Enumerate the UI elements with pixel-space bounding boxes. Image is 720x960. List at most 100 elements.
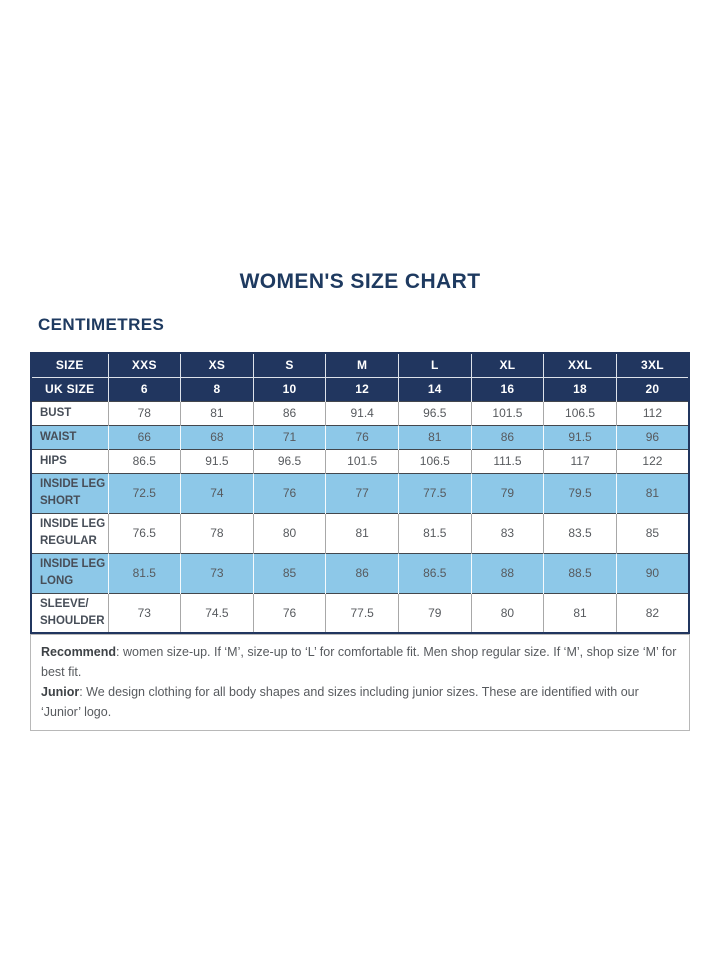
cell-value: 20 <box>615 376 689 401</box>
cell-value: 74.5 <box>180 592 254 633</box>
cell-value: 76 <box>252 592 326 633</box>
cell-value: 101.5 <box>325 448 399 473</box>
cell-value: 72.5 <box>107 472 181 513</box>
cell-value: 79 <box>398 592 472 633</box>
cell-value: 86 <box>470 424 544 449</box>
cell-value: 101.5 <box>470 400 544 425</box>
cell-value: 86.5 <box>398 552 472 593</box>
table-row: HIPS 86.5 91.5 96.5 101.5 106.5 111.5 117 122 <box>30 448 689 473</box>
footnote: Recommend: women size-up. If ‘M’, size-u… <box>30 634 690 731</box>
cell-value: 96.5 <box>252 448 326 473</box>
cell-value: 71 <box>252 424 326 449</box>
cell-value: 83.5 <box>543 512 617 553</box>
footnote-text: : We design clothing for all body shapes… <box>41 685 639 719</box>
cell-value: 80 <box>252 512 326 553</box>
cell-value: XXS <box>107 352 181 377</box>
cell-value: 66 <box>107 424 181 449</box>
cell-value: 91.5 <box>543 424 617 449</box>
table-row: BUST 78 81 86 91.4 96.5 101.5 106.5 112 <box>30 400 689 425</box>
cell-value: 76.5 <box>107 512 181 553</box>
cell-value: 80 <box>470 592 544 633</box>
cell-value: 81.5 <box>398 512 472 553</box>
cell-value: 90 <box>615 552 689 593</box>
cell-value: 81 <box>325 512 399 553</box>
cell-value: 81 <box>180 400 254 425</box>
header-label: UK SIZE <box>30 376 108 401</box>
cell-value: 81 <box>543 592 617 633</box>
cell-value: 76 <box>252 472 326 513</box>
row-label: HIPS <box>30 448 108 473</box>
footnote-term: Junior <box>41 685 80 699</box>
cell-value: 96 <box>615 424 689 449</box>
cell-value: 77.5 <box>398 472 472 513</box>
cell-value: 10 <box>252 376 326 401</box>
cell-value: 79.5 <box>543 472 617 513</box>
cell-value: 112 <box>615 400 689 425</box>
unit-heading: CENTIMETRES <box>38 315 165 334</box>
footnote-term: Recommend <box>41 645 117 659</box>
cell-value: 77 <box>325 472 399 513</box>
cell-value: 82 <box>615 592 689 633</box>
table-body: SIZE XXS XS S M L XL XXL 3XL UK SIZE 6 8 10 12 14 16 18 2… <box>30 352 689 633</box>
cell-value: XS <box>180 352 254 377</box>
cell-value: 91.5 <box>180 448 254 473</box>
cell-value: 18 <box>543 376 617 401</box>
cell-value: 86.5 <box>107 448 181 473</box>
cell-value: 81 <box>615 472 689 513</box>
cell-value: 86 <box>252 400 326 425</box>
cell-value: M <box>325 352 399 377</box>
size-chart-table: SIZE XXS XS S M L XL XXL 3XL UK SIZE 6 8 10 12 14 16 18 2… <box>30 352 690 634</box>
cell-value: 8 <box>180 376 254 401</box>
cell-value: 106.5 <box>398 448 472 473</box>
table-row: SIZE XXS XS S M L XL XXL 3XL <box>30 352 689 377</box>
cell-value: 78 <box>180 512 254 553</box>
cell-value: 14 <box>398 376 472 401</box>
cell-value: 122 <box>615 448 689 473</box>
row-label: SLEEVE/ SHOULDER <box>30 592 108 633</box>
table-row: UK SIZE 6 8 10 12 14 16 18 20 <box>30 376 689 401</box>
cell-value: 16 <box>470 376 544 401</box>
cell-value: 3XL <box>615 352 689 377</box>
cell-value: L <box>398 352 472 377</box>
cell-value: S <box>252 352 326 377</box>
page-title: WOMEN'S SIZE CHART <box>239 270 481 293</box>
header-label: SIZE <box>30 352 108 377</box>
cell-value: 81 <box>398 424 472 449</box>
cell-value: 78 <box>107 400 181 425</box>
footnote-line-recommend: Recommend: women size-up. If ‘M’, size-u… <box>41 642 679 682</box>
table-row: INSIDE LEG LONG 81.5 73 85 86 86.5 88 88.5 90 <box>30 552 689 593</box>
table-row: SLEEVE/ SHOULDER 73 74.5 76 77.5 79 80 81 82 <box>30 592 689 633</box>
row-label: INSIDE LEG SHORT <box>30 472 108 513</box>
cell-value: 117 <box>543 448 617 473</box>
cell-value: 73 <box>180 552 254 593</box>
cell-value: 68 <box>180 424 254 449</box>
cell-value: 6 <box>107 376 181 401</box>
cell-value: 74 <box>180 472 254 513</box>
cell-value: XL <box>470 352 544 377</box>
cell-value: 88 <box>470 552 544 593</box>
row-label: INSIDE LEG REGULAR <box>30 512 108 553</box>
cell-value: 91.4 <box>325 400 399 425</box>
row-label: BUST <box>30 400 108 425</box>
footnote-text: : women size-up. If ‘M’, size-up to ‘L’ … <box>41 645 677 679</box>
cell-value: 77.5 <box>325 592 399 633</box>
cell-value: 106.5 <box>543 400 617 425</box>
cell-value: 81.5 <box>107 552 181 593</box>
table-row: INSIDE LEG SHORT 72.5 74 76 77 77.5 79 79.5 81 <box>30 472 689 513</box>
row-label: WAIST <box>30 424 108 449</box>
cell-value: 86 <box>325 552 399 593</box>
cell-value: 73 <box>107 592 181 633</box>
cell-value: 85 <box>252 552 326 593</box>
cell-value: 111.5 <box>470 448 544 473</box>
cell-value: 88.5 <box>543 552 617 593</box>
cell-value: 79 <box>470 472 544 513</box>
table-row: WAIST 66 68 71 76 81 86 91.5 96 <box>30 424 689 449</box>
table-row: INSIDE LEG REGULAR 76.5 78 80 81 81.5 83 83.5 85 <box>30 512 689 553</box>
cell-value: 76 <box>325 424 399 449</box>
cell-value: XXL <box>543 352 617 377</box>
cell-value: 12 <box>325 376 399 401</box>
footnote-line-junior: Junior: We design clothing for all body … <box>41 682 679 722</box>
row-label: INSIDE LEG LONG <box>30 552 108 593</box>
cell-value: 85 <box>615 512 689 553</box>
